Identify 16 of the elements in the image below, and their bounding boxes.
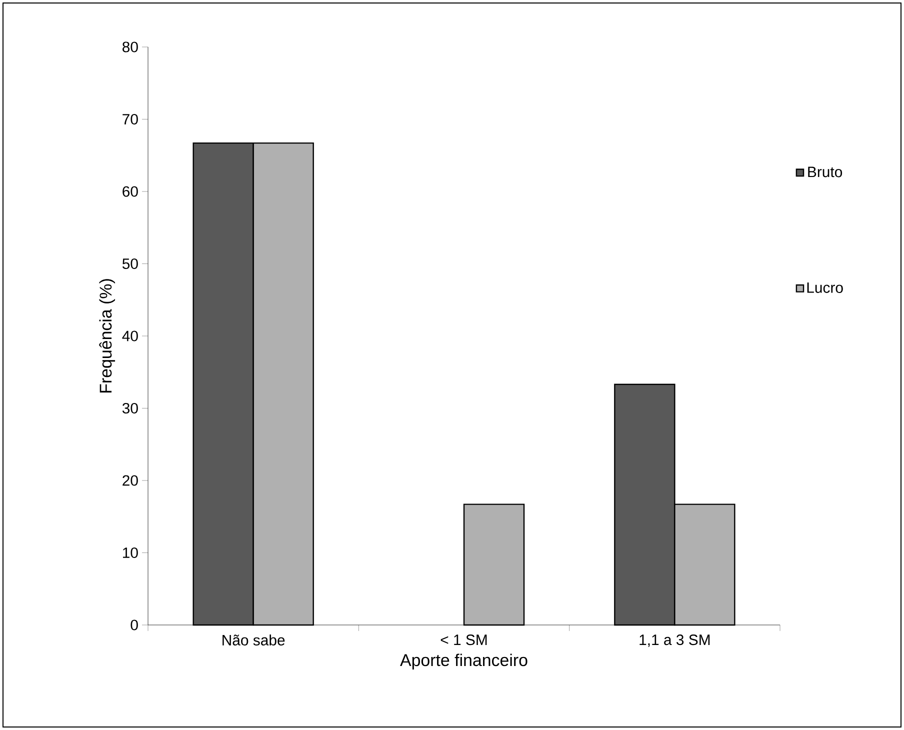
y-axis-title: Frequência (%)	[99, 279, 116, 392]
y-tick-label: 70	[122, 114, 138, 125]
legend-label: Lucro	[807, 282, 843, 293]
y-tick-label: 10	[123, 547, 138, 558]
y-tick-label: 0	[130, 620, 138, 630]
legend-label: Bruto	[808, 166, 842, 178]
y-tick-label: 40	[122, 330, 138, 342]
y-tick-label: 30	[122, 402, 138, 414]
x-axis-title: Aporte financeiro	[400, 654, 528, 670]
y-tick-label: 80	[122, 42, 138, 52]
y-tick-label: 60	[122, 186, 138, 197]
y-tick-label: 20	[122, 475, 138, 486]
x-tick-label: < 1 SM	[440, 634, 487, 646]
x-tick-label: 1,1 a 3 SM	[640, 634, 710, 647]
y-tick-label: 50	[122, 258, 138, 270]
x-tick-label: Não sabe	[222, 634, 285, 646]
